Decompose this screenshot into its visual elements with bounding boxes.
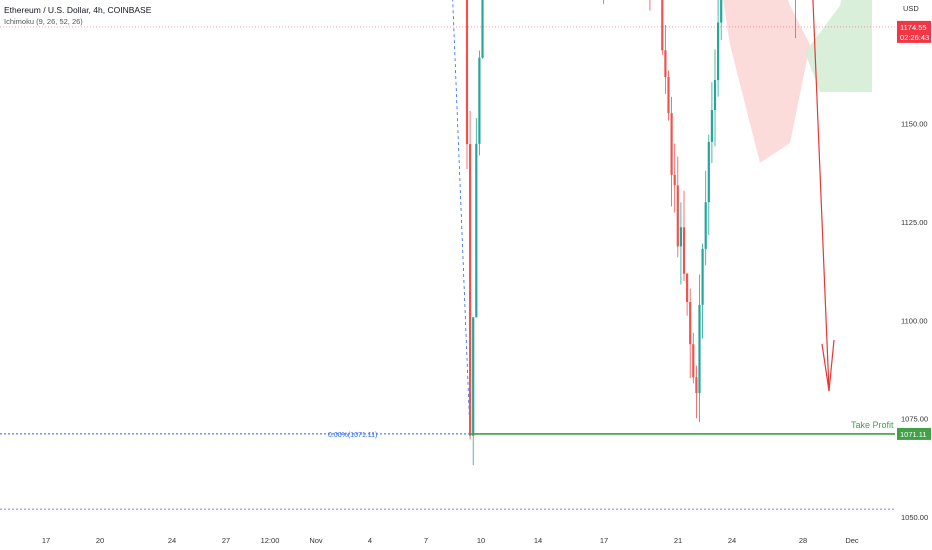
ichimoku-cloud [723,0,872,163]
arrow-head-icon [821,339,835,392]
x-tick-label: 10 [477,536,485,545]
bull-candle [475,143,478,318]
y-tick-label: 1050.00 [901,513,928,522]
target-arrow-line [812,0,830,392]
bear-candle [465,0,469,145]
bear-candle [686,273,689,303]
price-badge [897,427,931,440]
bear-candle [661,0,664,51]
trade-levels: Stop LossSell EntryTake Profit [470,0,895,435]
x-tick-label: 14 [534,536,542,545]
bull-candle [717,22,720,81]
current-price-text: 1174.55 [900,23,927,32]
cloud-bear-c [723,0,810,163]
x-tick-label: 24 [168,536,176,545]
x-tick-label: 4 [368,536,372,545]
bear-candle [664,50,667,78]
bear-candle [667,77,670,114]
bear-candle [692,344,695,378]
bear-candle [682,227,686,274]
indicator-label: Ichimoku (9, 26, 52, 26) [4,17,83,26]
current-price-badge [897,20,931,43]
bear-candle [689,302,692,345]
bear-candle [673,174,676,186]
chart-header: Ethereum / U.S. Dollar, 4h, COINBASE Ich… [4,4,151,28]
x-tick-label: 27 [222,536,230,545]
bull-candle [698,304,701,394]
cloud-bull-d [805,0,872,93]
x-tick-label: 12:00 [261,536,280,545]
bear-candle [676,185,679,247]
x-tick-label: 7 [424,536,428,545]
bull-candle [679,227,682,247]
bull-candle [704,202,707,249]
bull-candle [707,141,710,203]
currency-label: USD [903,4,919,13]
x-tick-label: Nov [309,536,323,545]
bear-candle [695,377,698,394]
bull-candle [713,80,717,111]
symbol-title: Ethereum / U.S. Dollar, 4h, COINBASE [4,5,152,15]
bull-candle [710,110,713,142]
y-tick-label: 1125.00 [901,218,928,227]
x-tick-label: 20 [96,536,104,545]
bull-candle [481,0,484,58]
bull-candle [720,0,723,23]
bull-candle [472,317,475,436]
x-tick-label: 21 [674,536,682,545]
x-tick-label: 28 [799,536,807,545]
bull-candle [701,248,704,305]
y-tick-label: 1100.00 [901,316,928,325]
countdown-text: 02:26:43 [900,33,929,42]
price-badge-text: 1071.11 [900,430,927,439]
fib-trend-line-down [452,0,471,434]
price-axis: USD 1050.00 1075.00 1100.00 1125.00 1150.00 11… [897,4,931,522]
y-tick-label: 1075.00 [901,415,928,424]
bull-candle [478,57,481,144]
x-tick-label: Dec [845,536,859,545]
x-tick-label: 17 [600,536,608,545]
fib-label: 0.00%(1071.11) [328,432,377,439]
bear-candle [469,144,472,436]
take-profit-label: Take Profit [851,420,894,430]
candlesticks [465,0,796,466]
x-tick-label: 24 [728,536,736,545]
time-axis: 17 20 24 27 12:00 Nov 4 7 10 14 17 21 24 28 Dec [42,536,859,545]
y-tick-label: 1150.00 [901,120,928,129]
x-tick-label: 17 [42,536,50,545]
bear-candle [670,113,673,175]
